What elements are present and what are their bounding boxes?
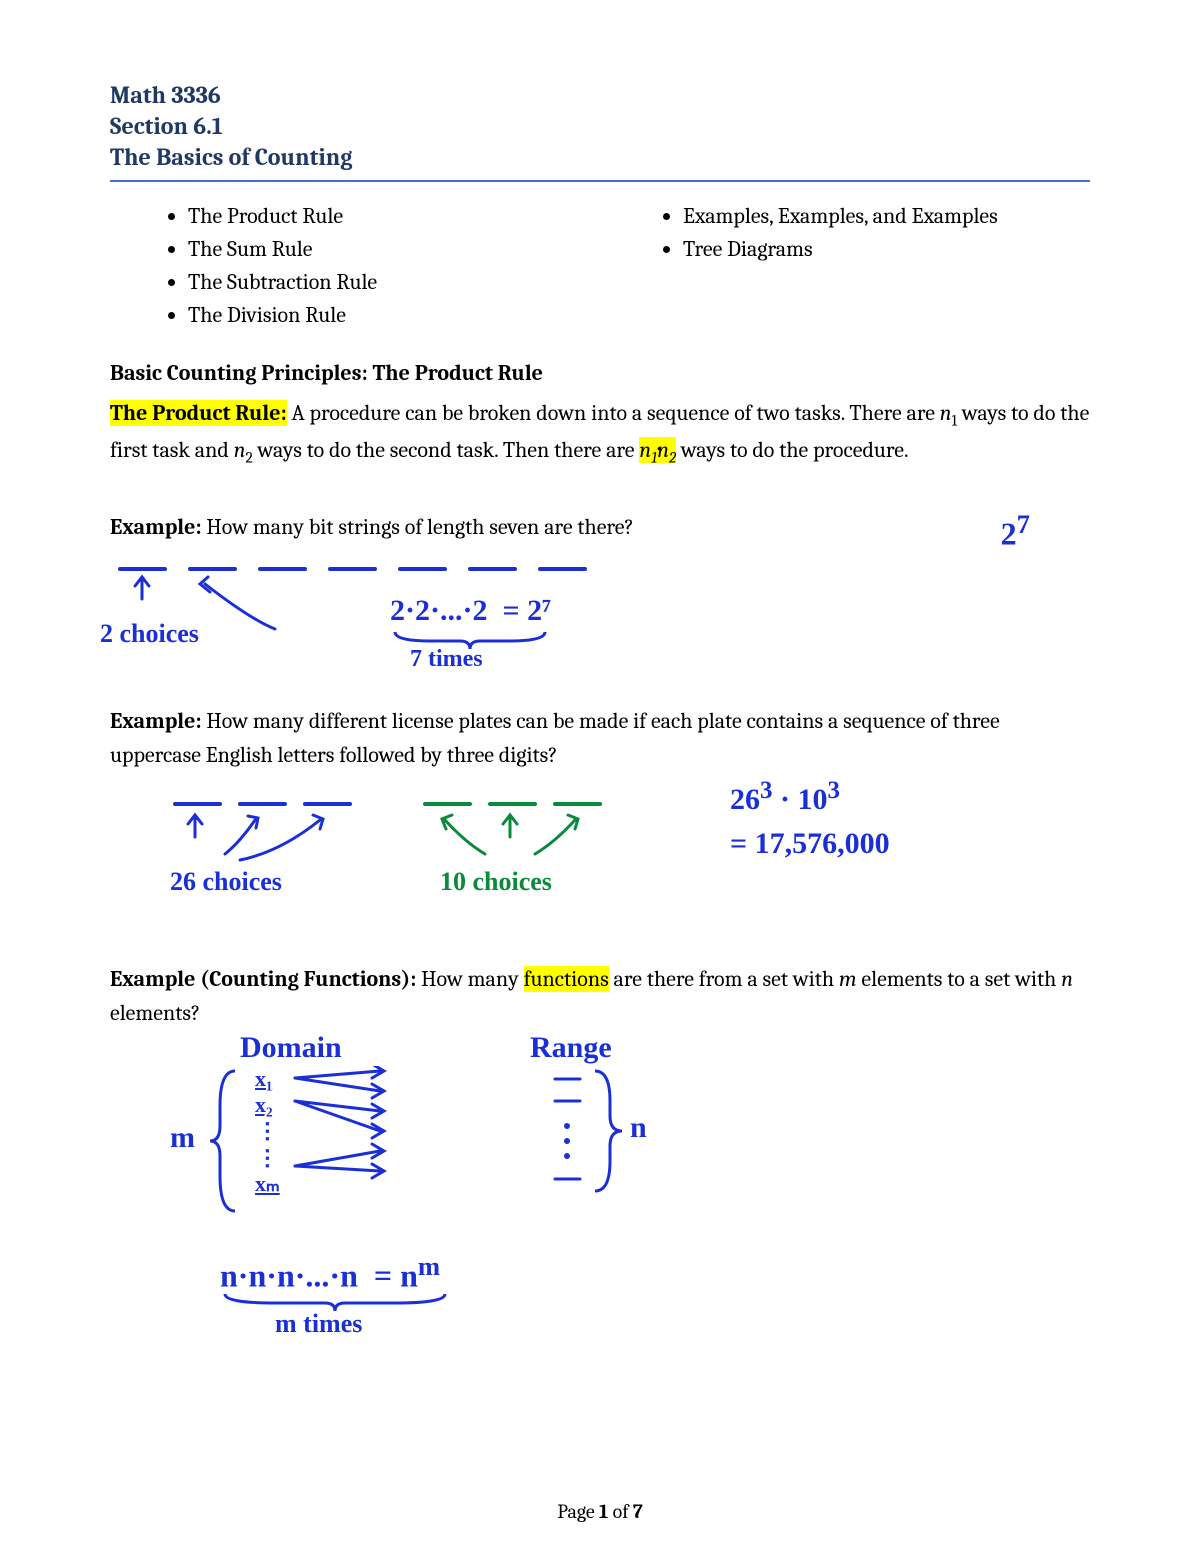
- arrows-letters-icon: [170, 812, 370, 872]
- example-label: Example:: [110, 708, 202, 734]
- hw-equation-nm: n·n·n·...·n = nm: [220, 1251, 440, 1295]
- course-code: Math 3336: [110, 80, 1090, 111]
- header-rule: [110, 180, 1090, 182]
- hw-domain-label: Domain: [240, 1031, 342, 1065]
- hw-answer: 27: [1001, 509, 1030, 553]
- example-question: How many different license plates can be…: [110, 708, 1000, 768]
- def-text: A procedure can be broken down into a se…: [287, 400, 940, 426]
- hw-26-choices: 26 choices: [170, 867, 282, 897]
- section-heading: Basic Counting Principles: The Product R…: [110, 360, 1090, 386]
- range-blanks-icon: [550, 1071, 590, 1191]
- arrows-digits-icon: [420, 812, 620, 872]
- var-n2: n: [234, 437, 246, 463]
- var-n1: n: [940, 400, 952, 426]
- hw-calc-line1: 263 · 103: [730, 777, 840, 817]
- hw-range-label: Range: [530, 1031, 612, 1065]
- example-text: How many: [416, 966, 523, 992]
- hw-equation: 2·2·...·2 = 2⁷: [390, 594, 551, 628]
- topics-right-col: Examples, Examples, and Examples Tree Di…: [655, 200, 1090, 332]
- arrows-fan-icon: [290, 1066, 420, 1186]
- hw-calc-line2: = 17,576,000: [730, 827, 890, 861]
- section-number: Section 6.1: [110, 111, 1090, 142]
- topics-list: The Product Rule The Sum Rule The Subtra…: [160, 200, 1090, 332]
- hw-m-label: m: [170, 1121, 195, 1155]
- example-3-work: Domain Range m n x₁ x₂ ⋮ ⋮ xₘ: [110, 1031, 1090, 1361]
- list-item: The Subtraction Rule: [188, 266, 595, 299]
- highlighted-product: n1·n2: [639, 437, 676, 463]
- example-question: How many bit strings of length seven are…: [202, 514, 634, 540]
- def-text: ways to do the procedure.: [676, 437, 908, 463]
- hw-n-label: n: [630, 1111, 647, 1145]
- example-3: Example (Counting Functions): How many f…: [110, 962, 1090, 1030]
- example-2: Example: How many different license plat…: [110, 704, 1090, 772]
- list-item: Examples, Examples, and Examples: [683, 200, 1090, 233]
- list-item: Tree Diagrams: [683, 233, 1090, 266]
- hw-two-choices: 2 choices: [100, 619, 199, 649]
- page-number: Page 1 of 7: [0, 1500, 1200, 1523]
- list-item: The Division Rule: [188, 299, 595, 332]
- product-rule-definition: The Product Rule: A procedure can be bro…: [110, 396, 1090, 471]
- hw-10-choices: 10 choices: [440, 867, 552, 897]
- example-label: Example:: [110, 514, 202, 540]
- hw-domain-items: x₁ x₂ ⋮ ⋮ xₘ: [255, 1066, 280, 1198]
- example-1-work: 27 2 choices 2·2·...·2: [110, 544, 1090, 694]
- def-text: ways to do the second task. Then there a…: [253, 437, 640, 463]
- left-brace-icon: [205, 1066, 245, 1216]
- example-label: Example (Counting Functions):: [110, 966, 416, 992]
- example-2-work: 26 choices 10 choices 263 · 103 = 17,576…: [110, 772, 1090, 942]
- highlighted-word: functions: [524, 966, 609, 992]
- example-1: Example: How many bit strings of length …: [110, 510, 1090, 544]
- right-brace-icon: [590, 1066, 630, 1196]
- highlighted-term: The Product Rule:: [110, 400, 287, 426]
- list-item: The Sum Rule: [188, 233, 595, 266]
- topics-left-col: The Product Rule The Sum Rule The Subtra…: [160, 200, 595, 332]
- header-block: Math 3336 Section 6.1 The Basics of Coun…: [110, 80, 1090, 174]
- lecture-title: The Basics of Counting: [110, 142, 1090, 173]
- hw-m-times: m times: [275, 1309, 362, 1339]
- list-item: The Product Rule: [188, 200, 595, 233]
- var-n2-sub: 2: [245, 448, 252, 466]
- page: Math 3336 Section 6.1 The Basics of Coun…: [0, 0, 1200, 1553]
- hw-seven-times: 7 times: [410, 646, 483, 673]
